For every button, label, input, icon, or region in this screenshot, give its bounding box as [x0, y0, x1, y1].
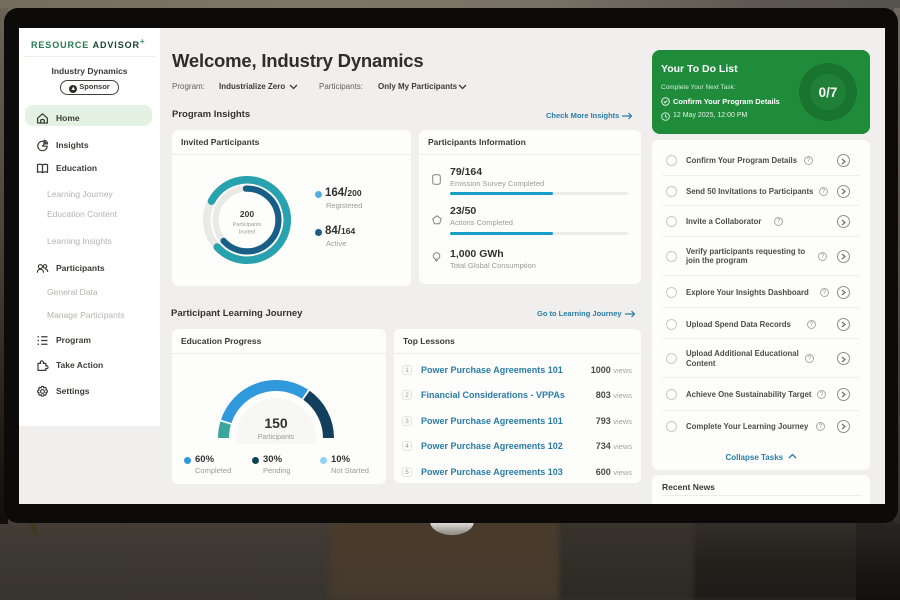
svg-text:Participants: Participants [233, 222, 262, 228]
svg-text:150: 150 [264, 415, 288, 431]
svg-text:200: 200 [240, 209, 254, 219]
svg-text:Participants: Participants [258, 434, 295, 441]
svg-text:Invited: Invited [239, 230, 255, 236]
svg-text:0/7: 0/7 [819, 85, 838, 100]
